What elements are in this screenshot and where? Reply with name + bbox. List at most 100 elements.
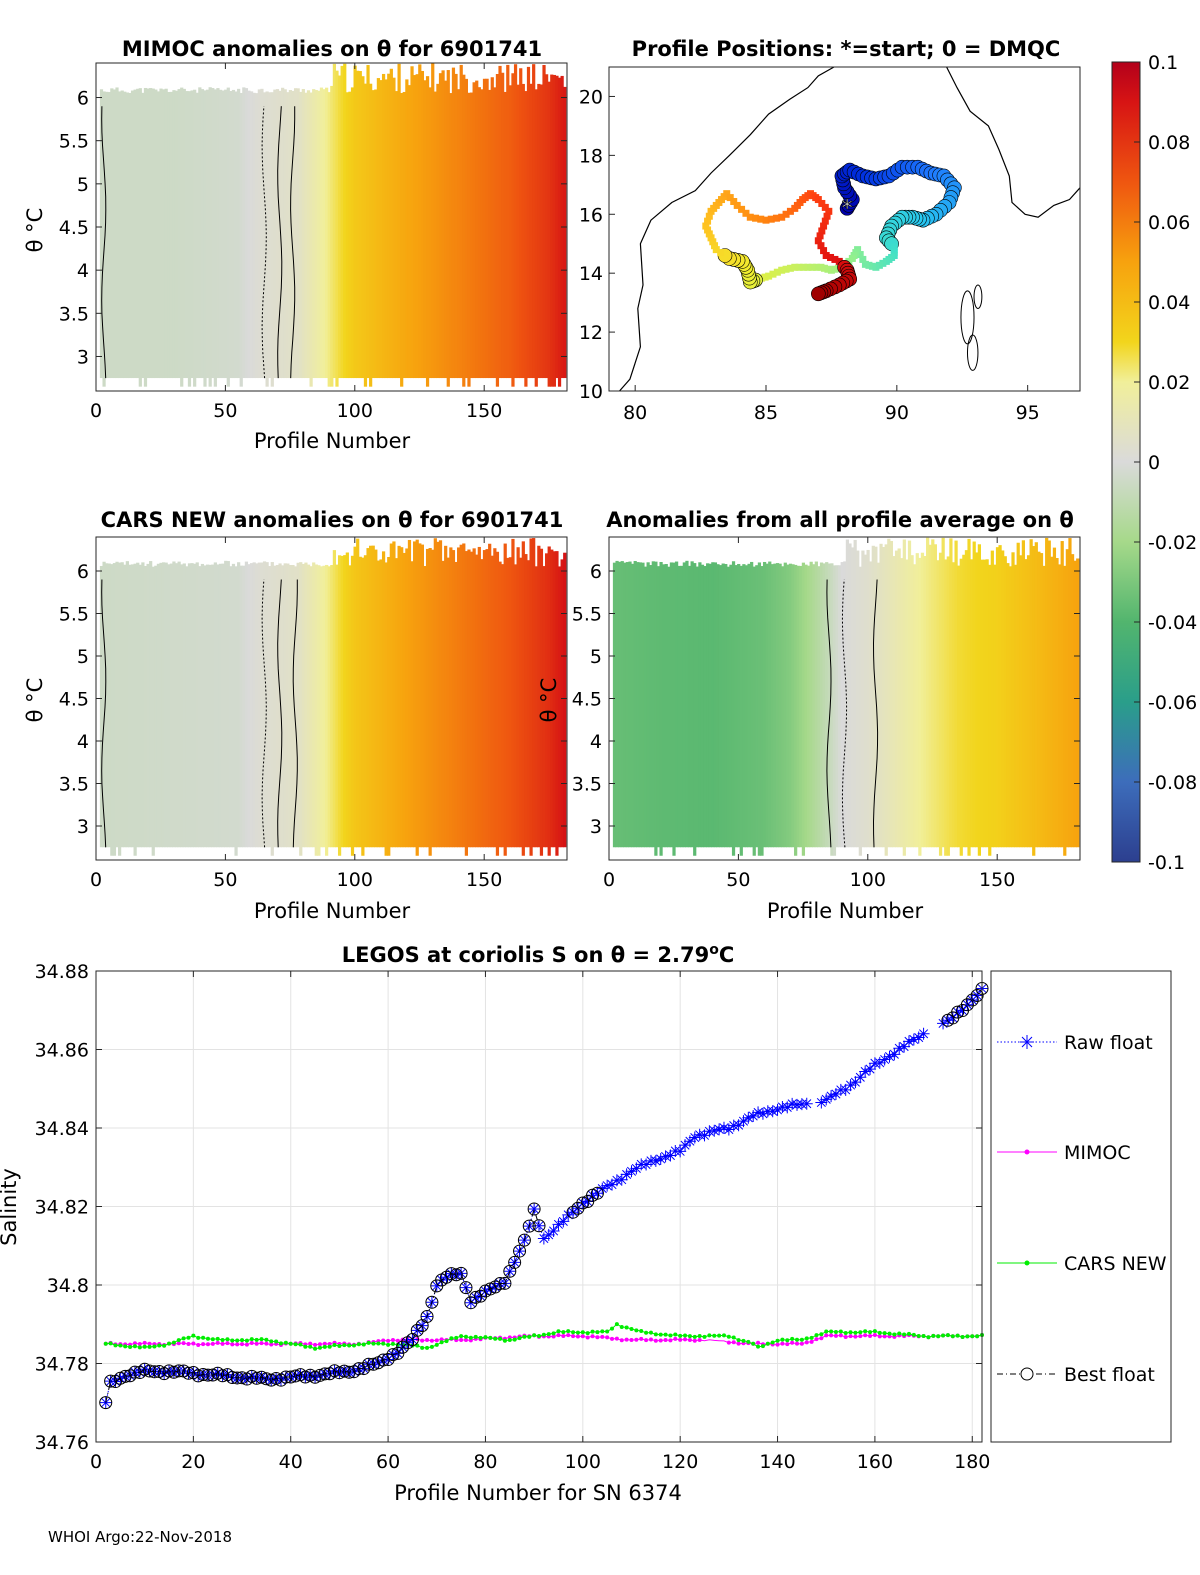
heatmap-column [299,91,303,379]
cars-new-point [537,1334,541,1339]
cars-new-point [639,1329,644,1334]
heatmap-column [618,561,622,848]
heatmap-column [563,552,567,848]
heatmap-column [988,564,992,856]
heatmap-column [1001,550,1005,848]
heatmap-column [441,560,445,848]
heatmap-column [138,564,142,848]
mimoc-point [181,1341,186,1346]
profile-position [705,230,713,238]
x-tick-label: 150 [979,869,1015,891]
heatmap-column [120,90,124,379]
heatmap-column [379,80,383,379]
heatmap-column [799,565,803,848]
raw-float-marker [698,1129,711,1142]
best-float-marker [250,1371,264,1385]
x-tick-label: 160 [857,1451,893,1473]
contour-line [261,106,267,379]
cars-new-point [658,1332,663,1337]
cars-new-point [726,1334,731,1339]
heatmap-column [951,562,956,848]
raw-float-marker [216,1369,229,1382]
heatmap-column [330,85,334,387]
raw-float-marker [333,1366,346,1379]
raw-float-marker [893,1042,906,1055]
heatmap-column [117,562,122,856]
mimoc-point [697,1337,702,1342]
mimoc-point [463,1338,468,1343]
cars-new-point [157,1343,162,1348]
mimoc-point [658,1338,663,1343]
heatmap-column [905,559,909,848]
mimoc-point [571,1334,576,1339]
heatmap-column [711,562,715,848]
heatmap-column [788,563,793,848]
mimoc-point [790,1340,795,1345]
cars-new-point [444,1339,449,1344]
heatmap-column [734,565,738,848]
heatmap-column [436,541,440,848]
raw-float-marker [771,1103,784,1116]
raw-float-marker [674,1145,687,1158]
heatmap-column [856,550,860,848]
heatmap-column [154,89,158,379]
mimoc-point [833,1333,838,1338]
raw-float-marker [576,1196,589,1209]
cars-new-point [449,1336,454,1341]
heatmap-column [555,75,559,379]
profile-position [712,246,720,254]
heatmap-column [972,541,976,848]
y-tick-label: 3.5 [59,774,89,796]
heatmap-column [529,538,533,856]
heatmap-column [532,538,536,848]
heatmap-column [892,556,896,848]
x-tick-label: 100 [565,1451,601,1473]
heatmap-column [229,90,233,379]
y-tick-label: 20 [579,86,603,108]
heatmap-column [477,546,481,848]
start-marker: * [842,196,853,221]
cars-new-point [955,1333,960,1338]
heatmap-column [446,70,450,387]
cars-new-point [201,1335,206,1340]
heatmap-column [193,563,197,848]
cars-new-point [425,1345,430,1350]
y-tick-label: 6 [77,561,89,583]
heatmap-column [361,76,365,379]
cars-new-point [819,1332,824,1337]
profile-position [821,203,829,211]
cars-new-point [366,1340,371,1345]
profile-position [702,222,710,230]
cars-new-point [128,1345,133,1350]
heatmap-column [503,91,507,379]
heatmap-column [330,564,334,848]
profile-position [757,215,765,223]
heatmap-column [239,565,243,848]
heatmap-column [677,565,681,848]
heatmap-column [441,70,445,379]
mimoc-point [736,1341,741,1346]
heatmap-column [180,87,184,387]
heatmap-column [926,537,930,848]
mimoc-point [580,1334,585,1339]
heatmap-column [814,561,818,848]
mimoc-point [673,1336,678,1341]
best-float-marker [279,1370,293,1384]
heatmap-column [195,92,199,379]
contour-line [841,579,848,848]
mimoc-point [610,1336,615,1341]
heatmap-column [915,553,919,848]
heatmap-column [151,566,155,856]
heatmap-column [783,562,787,848]
heatmap-column [498,561,502,848]
heatmap-column [804,564,808,848]
heatmap-column [998,545,1002,848]
raw-float-marker [946,1011,959,1024]
heatmap-column [105,563,109,848]
cars-new-point [142,1344,147,1349]
raw-float-marker [99,1396,112,1409]
cars-new-point [123,1344,128,1349]
raw-float-marker [873,1056,886,1069]
heatmap-column [374,549,378,848]
salinity-series [99,981,989,1410]
